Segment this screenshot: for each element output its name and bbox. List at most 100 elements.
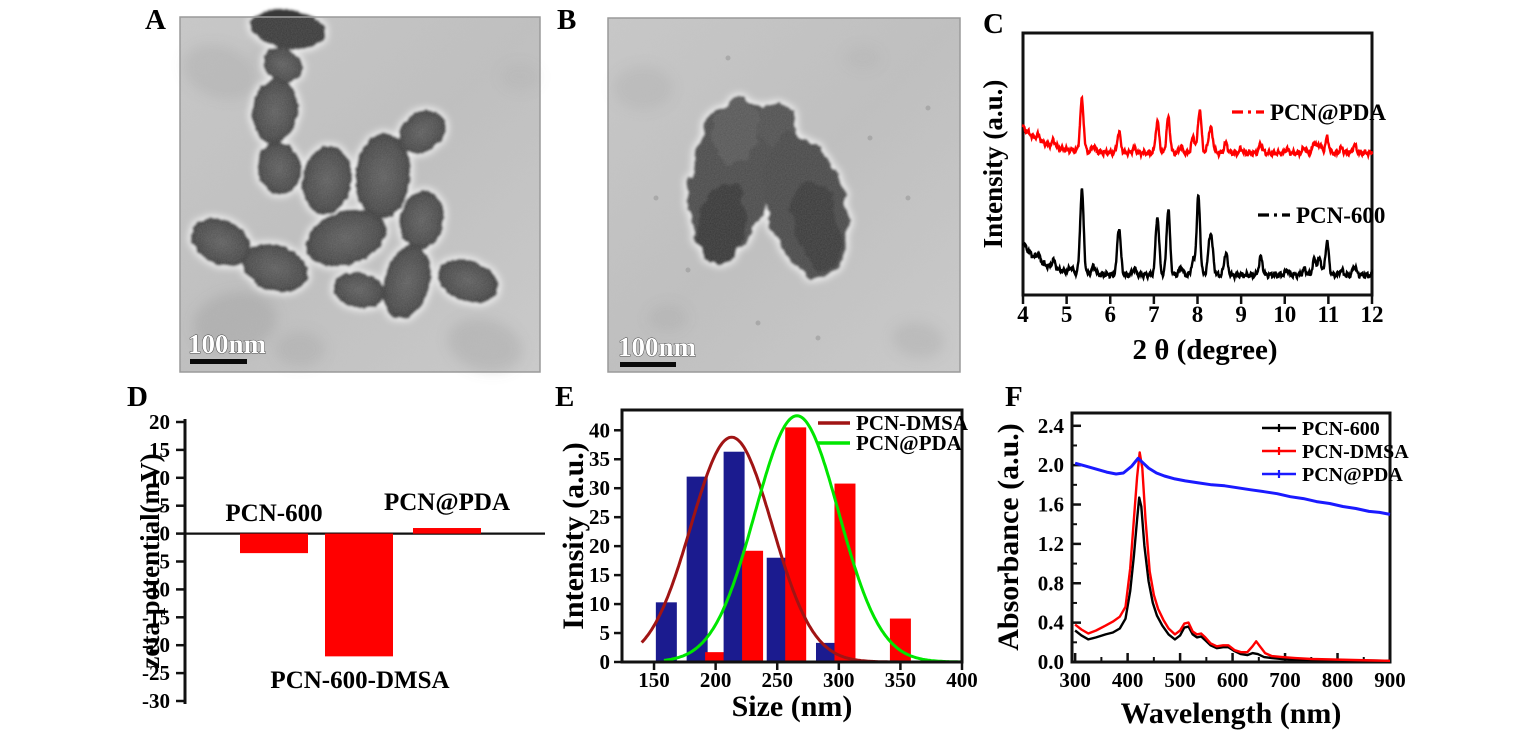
y-tick-label: 40: [589, 418, 610, 442]
y-tick-label: -10: [142, 577, 170, 601]
uv-chart: 300 400 500 600 700 800 900 0.0 0.4 0.8 1.2 1.6 2.0 2…: [992, 411, 1409, 730]
y-tick-label: 0: [600, 650, 611, 674]
y-axis-title: zeta potential(mV): [135, 453, 165, 668]
y-tick-label: 20: [149, 410, 170, 434]
y-tick-label: 30: [589, 476, 610, 500]
panel-label-e: E: [555, 381, 575, 413]
legend-label: PCN-600: [1302, 418, 1380, 440]
dls-bar-PCN-DMSA: [766, 557, 788, 662]
uv-trace-PCN-600: [1074, 496, 1391, 662]
tem-image-b: 100nm: [607, 17, 961, 373]
dls-bar-PCN@PDA: [785, 427, 807, 662]
y-tick-label: 35: [589, 447, 610, 471]
legend-label: PCN-DMSA: [1302, 441, 1409, 463]
x-tick-label: 9: [1235, 302, 1247, 327]
scalebar-label: 100nm: [188, 329, 267, 359]
y-tick-label: 15: [589, 563, 610, 587]
x-tick-label: 500: [1164, 668, 1196, 692]
panel-label-c: C: [983, 8, 1004, 40]
x-tick-label: 600: [1217, 668, 1249, 692]
x-axis-title: Size (nm): [732, 690, 853, 723]
x-tick-label: 11: [1318, 302, 1340, 327]
panel-label-f: F: [1005, 381, 1023, 413]
legend-label: PCN@PDA: [1270, 100, 1386, 126]
y-tick-label: 0.4: [1038, 611, 1065, 635]
x-tick-label: 300: [1059, 668, 1091, 692]
y-axis-title: Absorbance (a.u.): [992, 423, 1025, 651]
y-tick-label: 15: [149, 438, 170, 462]
zeta-bar: [325, 533, 393, 657]
legend-label: PCN-600: [1296, 203, 1385, 228]
x-tick-label: 4: [1017, 302, 1029, 327]
x-tick-label: 6: [1105, 302, 1117, 327]
bar-category-label: PCN-600-DMSA: [270, 667, 449, 694]
x-tick-label: 900: [1374, 668, 1406, 692]
dls-bar-PCN-DMSA: [723, 451, 745, 662]
fit-curve-PCN@PDA: [663, 414, 962, 664]
scalebar-label: 100nm: [618, 332, 697, 362]
xrd-trace-PCN@PDA: [1021, 94, 1374, 161]
x-tick-label: 8: [1192, 302, 1204, 327]
y-tick-label: 10: [589, 592, 610, 616]
panel-label-a: A: [145, 4, 166, 36]
x-tick-label: 12: [1361, 302, 1384, 327]
zeta-bar: [413, 528, 481, 534]
legend-label: PCN@PDA: [1302, 464, 1403, 486]
dls-bar-PCN@PDA: [705, 652, 727, 662]
y-tick-label: 1.2: [1038, 532, 1064, 556]
zeta-bar: [240, 533, 308, 554]
zeta-chart: 20 15 10 5 0 -5 -10 -15 -20 -25 -30 PCN-600 PCN-600-…: [135, 410, 545, 713]
dls-bar-PCN@PDA: [742, 550, 764, 662]
y-tick-label: 2.0: [1038, 453, 1064, 477]
image-border: [179, 16, 541, 373]
y-axis-title: Intensity (a.u.): [978, 80, 1008, 249]
x-tick-label: 400: [1112, 668, 1144, 692]
uv-frame: [1070, 411, 1392, 664]
scalebar: [620, 362, 676, 367]
dls-bar-PCN@PDA: [834, 483, 856, 662]
x-tick-label: 200: [700, 668, 732, 692]
panel-label-d: D: [127, 381, 148, 413]
y-tick-label: -20: [142, 633, 170, 657]
dls-chart: 150 200 250 300 350 400 0 5 10 15 20 25 30 35 40 Size (…: [557, 408, 978, 723]
y-tick-label: -15: [142, 605, 170, 629]
y-tick-label: -25: [142, 661, 170, 685]
tem-image-a: 100nm: [179, 8, 541, 373]
dls-bar-PCN-DMSA: [655, 602, 677, 662]
x-tick-label: 350: [885, 668, 917, 692]
x-tick-label: 5: [1061, 302, 1073, 327]
y-tick-label: 25: [589, 505, 610, 529]
y-tick-label: 0.0: [1038, 650, 1064, 674]
y-tick-label: 0: [160, 522, 171, 546]
x-tick-label: 10: [1273, 302, 1296, 327]
legend-label: PCN@PDA: [856, 431, 963, 455]
y-tick-label: 2.4: [1038, 414, 1065, 438]
bar-category-label: PCN@PDA: [384, 489, 510, 516]
uv-trace-PCN@PDA: [1074, 456, 1391, 516]
x-tick-label: 150: [638, 668, 670, 692]
y-tick-label: 20: [589, 534, 610, 558]
y-axis-title: Intensity (a.u.): [557, 442, 590, 630]
y-tick-label: -30: [142, 689, 170, 713]
x-axis-title: 2 θ (degree): [1132, 334, 1277, 366]
y-tick-label: 0.8: [1038, 571, 1064, 595]
x-tick-label: 7: [1148, 302, 1160, 327]
dls-frame: [620, 408, 964, 664]
y-tick-label: 5: [160, 494, 171, 518]
uv-trace-PCN-DMSA: [1074, 451, 1391, 662]
scalebar: [190, 359, 247, 364]
film-grain: [180, 17, 540, 372]
x-tick-label: 700: [1269, 668, 1301, 692]
y-tick-label: 10: [149, 466, 170, 490]
film-grain: [608, 18, 960, 372]
x-tick-label: 250: [761, 668, 793, 692]
legend-label: PCN-DMSA: [856, 411, 969, 435]
xrd-chart: 4 5 6 7 8 9 10 11 12 2 θ (degree) Intensity (a.u.)…: [978, 31, 1386, 366]
x-tick-label: 800: [1322, 668, 1354, 692]
y-tick-label: -5: [153, 550, 171, 574]
x-axis-title: Wavelength (nm): [1121, 697, 1342, 730]
x-tick-label: 300: [823, 668, 855, 692]
y-tick-label: 5: [600, 621, 611, 645]
xrd-trace-PCN-600: [1021, 188, 1374, 283]
